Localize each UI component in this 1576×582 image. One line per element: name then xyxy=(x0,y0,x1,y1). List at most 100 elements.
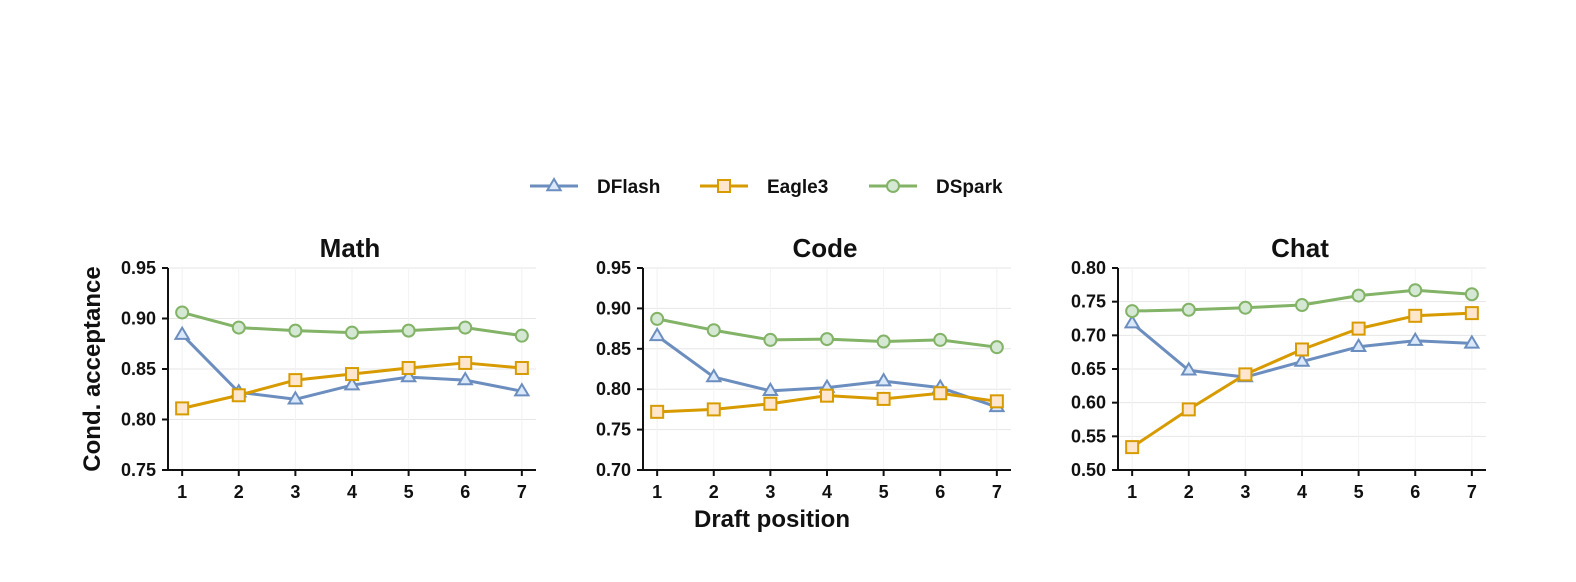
data-point-eagle3 xyxy=(1181,402,1196,417)
legend-label: Eagle3 xyxy=(767,177,828,198)
data-point-eagle3 xyxy=(231,388,246,403)
data-point-eagle3 xyxy=(458,355,473,370)
y-tick-label: 0.85 xyxy=(596,339,631,359)
data-point-dflash xyxy=(513,382,531,397)
y-tick-label: 0.80 xyxy=(596,379,631,399)
data-point-eagle3 xyxy=(1238,367,1253,382)
data-point-eagle3 xyxy=(820,388,834,403)
y-tick-label: 0.75 xyxy=(596,420,631,440)
legend-marker-triangle xyxy=(545,177,563,192)
legend-item-dflash: DFlash xyxy=(530,177,660,198)
data-point-eagle3 xyxy=(876,391,891,406)
data-point-dspark xyxy=(1295,298,1309,313)
data-point-dspark xyxy=(763,332,778,347)
data-point-dspark xyxy=(458,320,473,335)
x-tick-label: 5 xyxy=(404,482,414,502)
data-point-dspark xyxy=(175,305,190,320)
data-point-dspark xyxy=(1125,304,1140,319)
data-point-dflash xyxy=(286,390,304,405)
data-point-dspark xyxy=(1351,288,1366,303)
y-tick-label: 0.75 xyxy=(1071,292,1106,312)
y-tick-label: 0.80 xyxy=(1071,258,1106,278)
data-point-dflash xyxy=(1293,352,1311,367)
legend-marker-circle xyxy=(886,179,900,193)
x-tick-label: 5 xyxy=(879,482,889,502)
chart-panels: Math 0.75 0.80 0.85 0.90 0.95 1 2 3 4 5 6 7 Code 0.70 0… xyxy=(121,233,1486,502)
data-point-eagle3 xyxy=(1295,342,1309,357)
data-point-eagle3 xyxy=(989,394,1004,409)
x-tick-label: 6 xyxy=(460,482,470,502)
data-point-dspark xyxy=(989,340,1004,355)
y-tick-label: 0.95 xyxy=(121,258,156,278)
y-tick-label: 0.90 xyxy=(596,298,631,318)
y-tick-label: 0.90 xyxy=(121,309,156,329)
data-point-eagle3 xyxy=(1464,306,1479,321)
x-tick-label: 7 xyxy=(992,482,1002,502)
x-tick-label: 2 xyxy=(1184,482,1194,502)
data-point-dspark xyxy=(1238,300,1253,315)
legend: DFlash Eagle3 DSpark xyxy=(530,177,1003,198)
x-tick-label: 7 xyxy=(517,482,527,502)
y-tick-label: 0.55 xyxy=(1071,426,1106,446)
data-point-eagle3 xyxy=(288,373,303,388)
data-point-eagle3 xyxy=(1125,440,1140,455)
x-tick-label: 4 xyxy=(822,482,832,502)
x-tick-label: 1 xyxy=(1127,482,1137,502)
y-tick-label: 0.65 xyxy=(1071,359,1106,379)
panel-title: Chat xyxy=(1271,233,1329,263)
data-point-eagle3 xyxy=(345,367,359,382)
legend-item-dspark: DSpark xyxy=(869,177,1003,198)
data-point-dflash xyxy=(1350,337,1368,352)
data-point-eagle3 xyxy=(401,360,416,375)
x-tick-label: 3 xyxy=(1240,482,1250,502)
y-tick-label: 0.80 xyxy=(121,410,156,430)
data-point-dspark xyxy=(876,334,891,349)
data-point-dspark xyxy=(288,323,303,338)
data-point-eagle3 xyxy=(706,402,721,417)
panel-title: Math xyxy=(320,233,381,263)
x-tick-label: 6 xyxy=(1410,482,1420,502)
y-tick-label: 0.85 xyxy=(121,359,156,379)
data-point-dspark xyxy=(1408,283,1423,298)
data-point-dspark xyxy=(1464,287,1479,302)
data-point-dflash xyxy=(648,326,666,342)
y-axis-label: Cond. acceptance xyxy=(79,266,106,471)
data-point-dspark xyxy=(345,325,359,340)
data-point-dspark xyxy=(933,332,948,347)
data-point-eagle3 xyxy=(514,360,529,375)
data-point-eagle3 xyxy=(1351,321,1366,336)
legend-label: DSpark xyxy=(936,177,1003,198)
data-point-dspark xyxy=(706,323,721,338)
y-tick-label: 0.50 xyxy=(1071,460,1106,480)
panel-title: Code xyxy=(793,233,858,263)
data-point-dflash xyxy=(173,325,191,340)
data-point-dflash xyxy=(456,371,474,386)
x-tick-label: 5 xyxy=(1354,482,1364,502)
data-point-dflash xyxy=(1123,314,1141,329)
panel-code: Code 0.70 0.75 0.80 0.85 0.90 0.95 1 2 3 4 5 6 7 xyxy=(596,233,1011,502)
data-point-eagle3 xyxy=(1408,308,1423,323)
y-tick-label: 0.75 xyxy=(121,460,156,480)
y-tick-label: 0.95 xyxy=(596,258,631,278)
legend-label: DFlash xyxy=(597,177,660,198)
panel-chat: Chat 0.50 0.55 0.60 0.65 0.70 0.75 0.80 1 2 3 4 5 6 7 xyxy=(1071,233,1486,502)
x-tick-label: 4 xyxy=(347,482,357,502)
data-point-dflash xyxy=(400,368,418,383)
data-point-eagle3 xyxy=(763,396,778,411)
data-point-eagle3 xyxy=(933,386,948,401)
x-tick-label: 2 xyxy=(234,482,244,502)
data-point-dspark xyxy=(514,328,529,343)
x-tick-label: 6 xyxy=(935,482,945,502)
y-tick-label: 0.60 xyxy=(1071,393,1106,413)
x-tick-label: 3 xyxy=(290,482,300,502)
legend-marker-square xyxy=(717,179,731,193)
data-point-dspark xyxy=(231,320,246,335)
data-point-dflash xyxy=(343,376,361,391)
panel-math: Math 0.75 0.80 0.85 0.90 0.95 1 2 3 4 5 6 7 xyxy=(121,233,536,502)
x-tick-label: 2 xyxy=(709,482,719,502)
x-tick-label: 3 xyxy=(765,482,775,502)
data-point-dspark xyxy=(820,332,834,347)
x-tick-label: 4 xyxy=(1297,482,1307,502)
y-tick-label: 0.70 xyxy=(1071,325,1106,345)
